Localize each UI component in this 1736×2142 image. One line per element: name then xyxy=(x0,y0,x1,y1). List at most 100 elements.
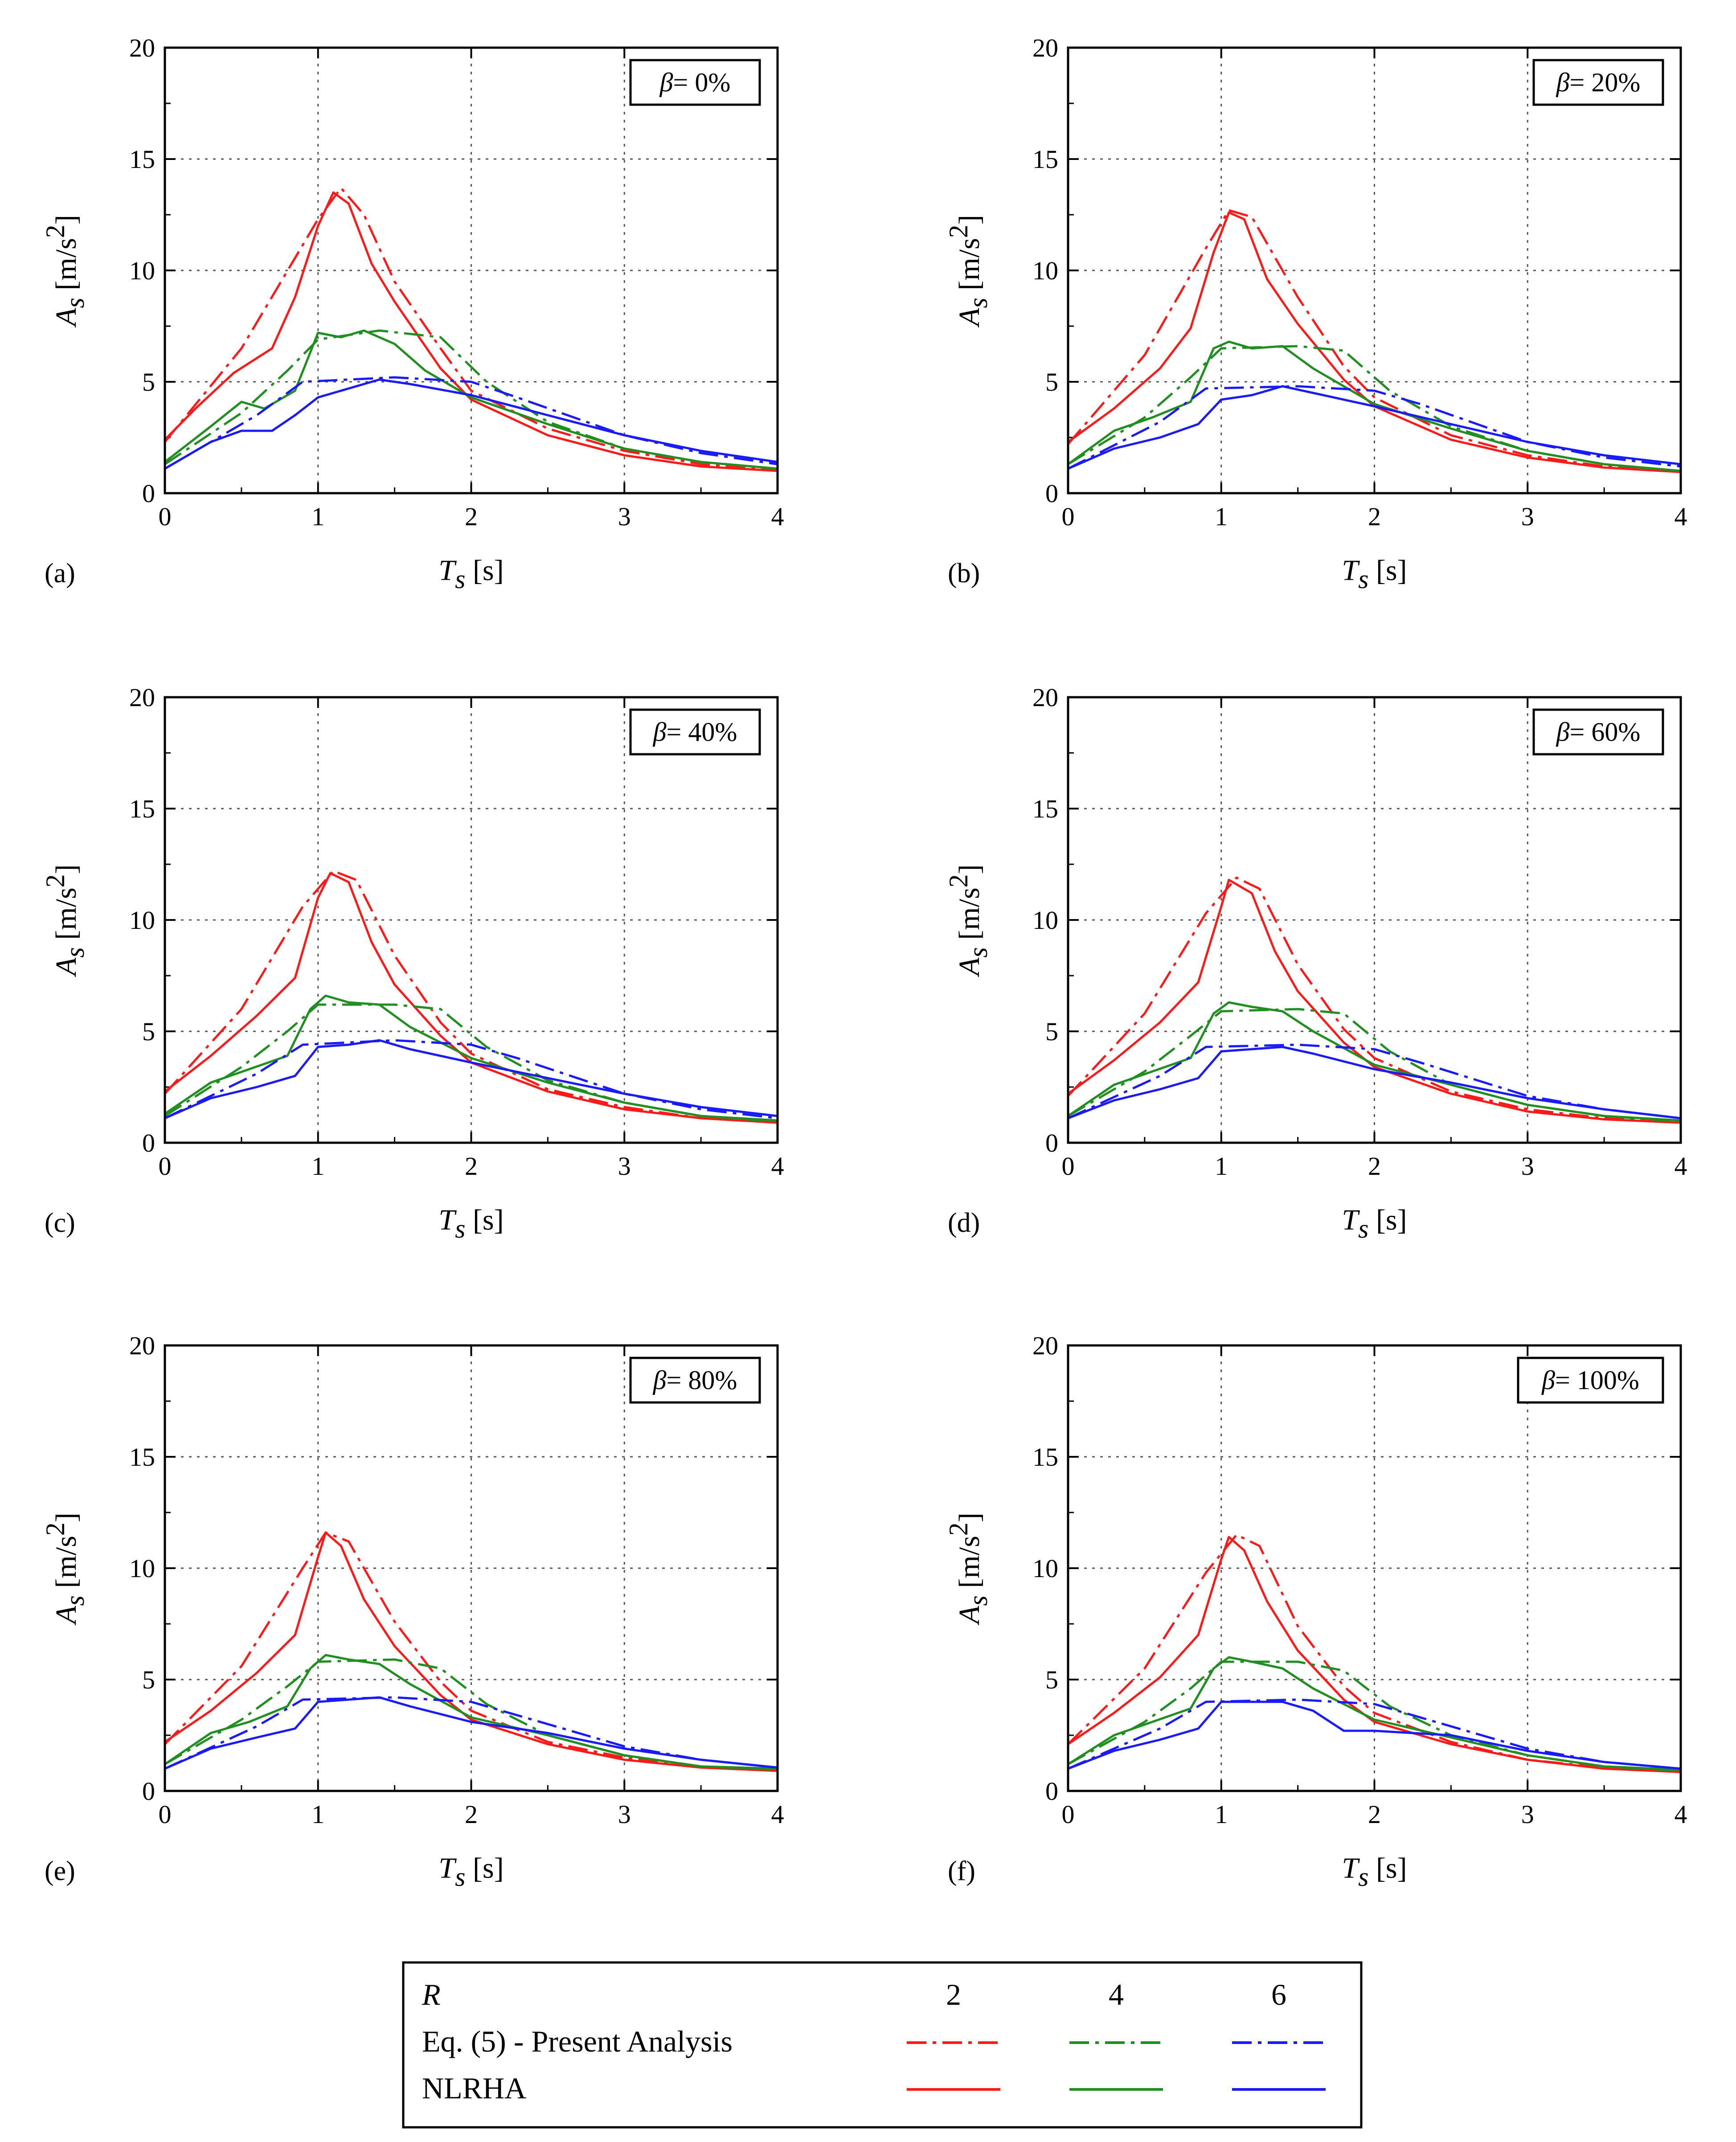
x-tick-label: 0 xyxy=(1062,502,1075,531)
x-axis-label: Ts [s] xyxy=(1342,554,1407,594)
series-line-solid-r2 xyxy=(1067,211,1681,473)
x-axis-unit: [s] xyxy=(465,1852,504,1884)
x-tick-label: 1 xyxy=(311,1152,324,1181)
beta-symbol: β xyxy=(659,68,673,97)
x-tick-label: 2 xyxy=(465,1800,478,1829)
series-line-solid-r2 xyxy=(164,872,778,1124)
x-tick-label: 2 xyxy=(1368,502,1381,531)
beta-box xyxy=(1532,59,1664,106)
x-axis-subscript: s xyxy=(1358,564,1368,594)
y-tick-label: 10 xyxy=(1032,906,1058,935)
y-axis-unit-superscript: 2 xyxy=(944,874,973,887)
panel-tag: (a) xyxy=(45,558,75,589)
series-line-solid-r2 xyxy=(1067,879,1681,1124)
x-tick-label: 3 xyxy=(618,1800,631,1829)
y-axis-symbol: A xyxy=(953,1606,986,1626)
plot-frame xyxy=(1067,696,1682,1144)
series-line-solid-r6 xyxy=(1068,1046,1681,1120)
y-axis-unit-superscript: 2 xyxy=(944,225,973,238)
y-axis-symbol: A xyxy=(953,957,986,977)
x-axis-symbol: T xyxy=(438,1852,457,1884)
legend: R 2 4 6 Eq. (5) - Present Analysis NLRHA xyxy=(402,1961,1363,2129)
x-tick-label: 3 xyxy=(618,502,631,531)
series-line-solid-r2 xyxy=(164,191,778,472)
y-tick-label: 15 xyxy=(1032,145,1058,174)
y-axis-subscript: s xyxy=(963,298,993,308)
y-tick-label: 10 xyxy=(1032,256,1058,285)
x-tick-label: 1 xyxy=(311,1800,324,1829)
y-tick-label: 5 xyxy=(142,1665,155,1694)
y-tick-label: 0 xyxy=(142,479,155,508)
beta-value: = 40% xyxy=(667,717,737,747)
x-axis-unit: [s] xyxy=(1368,554,1407,587)
plot-frame xyxy=(164,1344,779,1792)
y-tick-label: 0 xyxy=(142,1777,155,1806)
x-axis-subscript: s xyxy=(1358,1862,1368,1892)
legend-column-label: 6 xyxy=(1271,1978,1286,2011)
y-axis-subscript: s xyxy=(60,1595,90,1606)
x-tick-label: 1 xyxy=(1215,502,1228,531)
x-tick-label: 0 xyxy=(159,1152,172,1181)
series-line-dashdot-r6 xyxy=(164,376,778,470)
series-line-dashdot-r2 xyxy=(164,870,778,1124)
series-line-solid-r6 xyxy=(164,1696,778,1770)
beta-symbol: β xyxy=(653,1365,667,1395)
x-tick-label: 3 xyxy=(618,1152,631,1181)
y-axis-unit: [m/s xyxy=(50,1536,82,1595)
y-axis-unit: [m/s xyxy=(50,887,82,947)
x-tick-label: 2 xyxy=(465,1152,478,1181)
y-axis-unit-close: ] xyxy=(953,864,986,874)
y-axis-subscript: s xyxy=(60,947,90,957)
x-axis-symbol: T xyxy=(1342,1204,1360,1236)
y-tick-label: 5 xyxy=(1045,1665,1058,1694)
x-axis-symbol: T xyxy=(1342,1852,1360,1884)
y-axis-symbol: A xyxy=(50,957,82,977)
y-tick-label: 10 xyxy=(129,906,155,935)
y-axis-label: As [m/s2] xyxy=(41,215,90,328)
beta-box xyxy=(1532,708,1664,756)
y-tick-label: 5 xyxy=(142,368,155,397)
y-tick-label: 15 xyxy=(1032,794,1058,823)
y-tick-label: 0 xyxy=(1045,1777,1058,1806)
y-axis-symbol: A xyxy=(953,308,986,328)
series-line-solid-r4 xyxy=(164,329,778,470)
y-axis-label: As [m/s2] xyxy=(41,1512,90,1626)
x-tick-label: 4 xyxy=(1675,1152,1687,1181)
x-tick-label: 2 xyxy=(465,502,478,531)
beta-value: = 60% xyxy=(1570,717,1641,747)
y-axis-unit-superscript: 2 xyxy=(944,1522,973,1536)
series-line-dashdot-r6 xyxy=(1067,385,1681,470)
y-tick-label: 20 xyxy=(1032,683,1058,712)
beta-value: = 20% xyxy=(1570,68,1641,97)
x-axis-label: Ts [s] xyxy=(1342,1204,1407,1243)
x-tick-label: 1 xyxy=(1215,1800,1228,1829)
y-axis-unit-superscript: 2 xyxy=(41,1522,70,1536)
beta-label: β= 40% xyxy=(653,717,737,747)
x-axis-unit: [s] xyxy=(1368,1204,1407,1236)
y-axis-unit-close: ] xyxy=(50,215,82,225)
y-tick-label: 20 xyxy=(1032,1331,1058,1360)
y-axis-label: As [m/s2] xyxy=(944,1512,993,1626)
series-line-solid-r6 xyxy=(164,1039,778,1120)
x-tick-label: 1 xyxy=(1215,1152,1228,1181)
y-axis-symbol: A xyxy=(50,308,82,328)
series-line-dashdot-r2 xyxy=(164,1531,778,1772)
x-tick-label: 0 xyxy=(159,502,172,531)
plot-frame xyxy=(1067,1344,1682,1792)
x-tick-label: 1 xyxy=(311,502,324,531)
x-tick-label: 4 xyxy=(1675,502,1687,531)
legend-row-label: NLRHA xyxy=(422,2071,526,2105)
y-tick-label: 20 xyxy=(129,683,155,712)
x-axis-label: Ts [s] xyxy=(1342,1852,1407,1892)
y-tick-label: 15 xyxy=(129,794,155,823)
y-axis-label: As [m/s2] xyxy=(944,864,993,977)
series-line-solid-r4 xyxy=(1067,1656,1681,1771)
y-tick-label: 15 xyxy=(129,1443,155,1472)
y-axis-unit: [m/s xyxy=(50,238,82,298)
x-axis-unit: [s] xyxy=(465,1204,504,1236)
x-axis-label: Ts [s] xyxy=(438,1204,504,1243)
y-axis-symbol: A xyxy=(50,1606,82,1626)
